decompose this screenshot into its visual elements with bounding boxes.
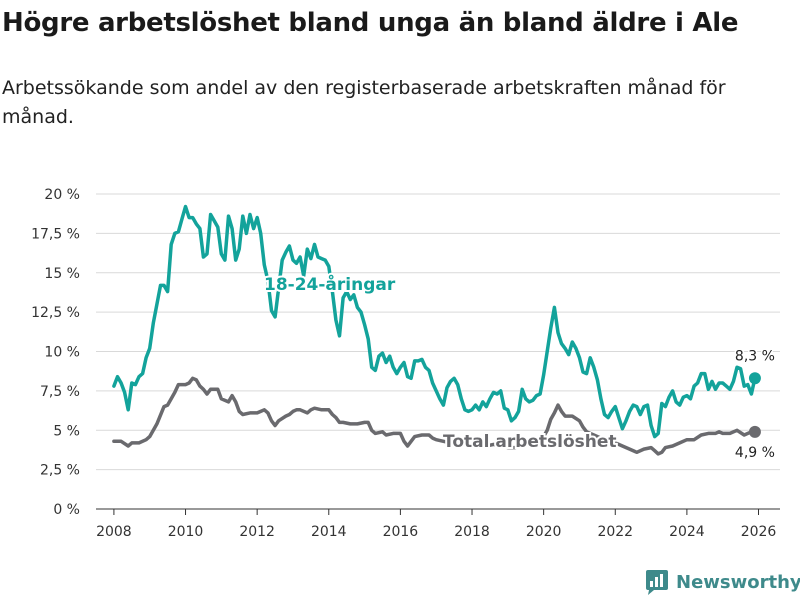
grid-lines [96,193,780,510]
y-tick-label: 15 % [44,266,80,282]
x-tick-label: 2008 [96,524,132,540]
y-tick-label: 7,5 % [40,384,80,400]
y-tick-label: 12,5 % [31,305,80,321]
x-tick-label: 2018 [454,524,490,540]
brand-name: Newsworthy [676,571,800,593]
x-axis: 2008 2010 2012 2014 2016 2018 2020 2022 2024 2026 [96,509,776,540]
y-tick-label: 2,5 % [40,463,80,479]
y-tick-label: 5 % [53,423,80,439]
chart-title: Högre arbetslöshet bland unga än bland ä… [2,8,739,38]
series-label-total: Total arbetslöshet [443,432,617,452]
x-tick-label: 2024 [669,524,705,540]
end-point-0 [748,372,761,385]
series-line-0 [112,204,757,439]
newsworthy-logo-icon [646,570,668,595]
x-tick-label: 2012 [239,524,275,540]
chart-subtitle: Arbetssökande som andel av den registerb… [2,77,726,128]
y-axis: 0 % 2,5 % 5 % 7,5 % 10 % 12,5 % 15 % 17,5 % 20 % [31,187,80,518]
x-tick-label: 2014 [311,524,347,540]
x-tick-label: 2022 [597,524,633,540]
y-tick-label: 20 % [44,187,80,203]
end-label-youth: 8,3 % [735,348,775,364]
x-tick-label: 2010 [168,524,204,540]
y-tick-label: 17,5 % [31,226,80,242]
y-tick-label: 0 % [53,502,80,518]
end-label-total: 4,9 % [735,445,775,461]
series-lines [112,204,761,456]
end-point-1 [748,425,761,438]
brand[interactable]: Newsworthy [644,568,800,596]
series-label-youth: 18-24-åringar [264,273,396,295]
series-line-1 [112,376,757,456]
series-labels: 18-24-åringar 8,3 % Total arbetslöshet 4,9 … [262,271,776,462]
x-tick-label: 2016 [383,524,419,540]
x-tick-label: 2020 [526,524,562,540]
x-tick-label: 2026 [741,524,777,540]
y-tick-label: 10 % [44,345,80,361]
